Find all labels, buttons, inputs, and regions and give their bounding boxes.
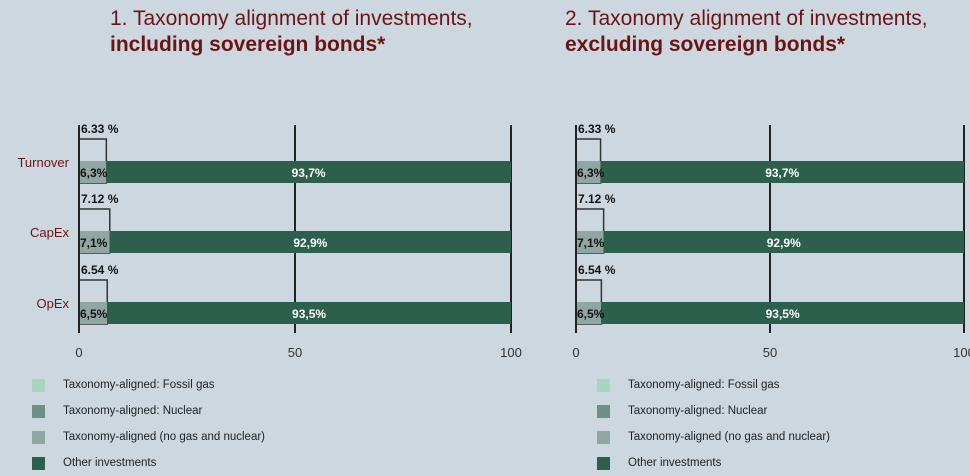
total-aligned-label: 6.54 % [81,263,119,277]
chart-title-bold: excluding sovereign bonds* [565,33,846,56]
bar-other [601,302,964,324]
legend-swatch [597,378,610,392]
legend-swatch [32,378,45,392]
bar-aligned-label: 6,5% [80,307,108,321]
legend-label: Other investments [628,457,722,469]
legend-swatch [32,404,45,418]
legend-label: Taxonomy-aligned (no gas and nuclear) [628,431,831,443]
legend-label: Taxonomy-aligned: Nuclear [63,405,203,417]
category-label: Turnover [17,155,69,170]
bar-other [109,231,511,253]
bar-other-label: 93,5% [292,307,326,321]
legend-label: Other investments [63,457,157,469]
legend-label: Taxonomy-aligned: Nuclear [628,405,768,417]
legend: Taxonomy-aligned: Fossil gas Taxonomy-al… [32,372,265,476]
category-label: OpEx [36,296,69,311]
bar-chart-including: 0 50 100 6.33 % 6,3% 93,7% Turnover 7.12 % 7,1% 9… [17,122,522,360]
legend-item-no-gas-nuclear: Taxonomy-aligned (no gas and nuclear) [32,424,265,450]
x-tick-label: 0 [75,345,82,360]
category-label: CapEx [30,225,70,240]
total-aligned-label: 6.33 % [81,122,119,136]
legend-swatch [32,430,45,444]
bar-aligned-label: 6,5% [577,307,605,321]
chart-title: 1. Taxonomy alignment of investments, in… [110,6,530,58]
bar-other-label: 93,7% [765,166,799,180]
chart-title-prefix: 2. Taxonomy alignment of investments, [565,7,928,30]
chart-title: 2. Taxonomy alignment of investments, ex… [565,6,970,58]
legend-swatch [597,456,610,470]
bar-aligned [79,231,110,253]
legend-item-nuclear: Taxonomy-aligned: Nuclear [32,398,265,424]
bar-other-label: 93,7% [292,166,326,180]
total-aligned-label: 6.33 % [578,122,616,136]
bar-aligned-label: 6,3% [80,166,108,180]
bar-other [107,302,511,324]
total-aligned-label: 7.12 % [578,192,616,206]
bar-aligned-label: 7,1% [577,236,605,250]
legend-item-nuclear: Taxonomy-aligned: Nuclear [597,398,830,424]
legend: Taxonomy-aligned: Fossil gas Taxonomy-al… [597,372,830,476]
total-aligned-label: 7.12 % [81,192,119,206]
chart-title-prefix: 1. Taxonomy alignment of investments, [110,7,473,30]
legend-item-fossil-gas: Taxonomy-aligned: Fossil gas [597,372,830,398]
bar-aligned [79,161,107,183]
bar-other-label: 93,5% [766,307,800,321]
bar-other [106,161,511,183]
bar-aligned [79,302,108,324]
legend-item-no-gas-nuclear: Taxonomy-aligned (no gas and nuclear) [597,424,830,450]
x-tick-label: 50 [763,345,777,360]
total-aligned-label: 6.54 % [578,263,616,277]
chart-panel-2: 2. Taxonomy alignment of investments, ex… [520,0,970,470]
bar-aligned [576,302,602,324]
x-tick-label: 100 [500,345,522,360]
legend-item-fossil-gas: Taxonomy-aligned: Fossil gas [32,372,265,398]
x-tick-label: 0 [572,345,579,360]
legend-item-other: Other investments [32,450,265,476]
legend-label: Taxonomy-aligned (no gas and nuclear) [63,431,266,443]
bar-other [600,161,964,183]
chart-title-bold: including sovereign bonds* [110,33,386,56]
bar-other [603,231,964,253]
bar-aligned-label: 6,3% [577,166,605,180]
legend-swatch [597,430,610,444]
legend-swatch [597,404,610,418]
bar-chart-excluding: 0 50 100 6.33 % 6,3% 93,7% 7.12 % 7,1% 92,9% 6.54… [572,122,970,360]
bar-aligned-label: 7,1% [80,236,108,250]
x-tick-label: 100 [953,345,970,360]
legend-swatch [32,456,45,470]
x-tick-label: 50 [288,345,302,360]
bar-other-label: 92,9% [293,236,327,250]
bar-other-label: 92,9% [767,236,801,250]
legend-item-other: Other investments [597,450,830,476]
legend-label: Taxonomy-aligned: Fossil gas [63,379,215,391]
bar-aligned [576,231,604,253]
chart-panel-1: 1. Taxonomy alignment of investments, in… [17,7,522,470]
legend-label: Taxonomy-aligned: Fossil gas [628,379,780,391]
bar-aligned [576,161,601,183]
